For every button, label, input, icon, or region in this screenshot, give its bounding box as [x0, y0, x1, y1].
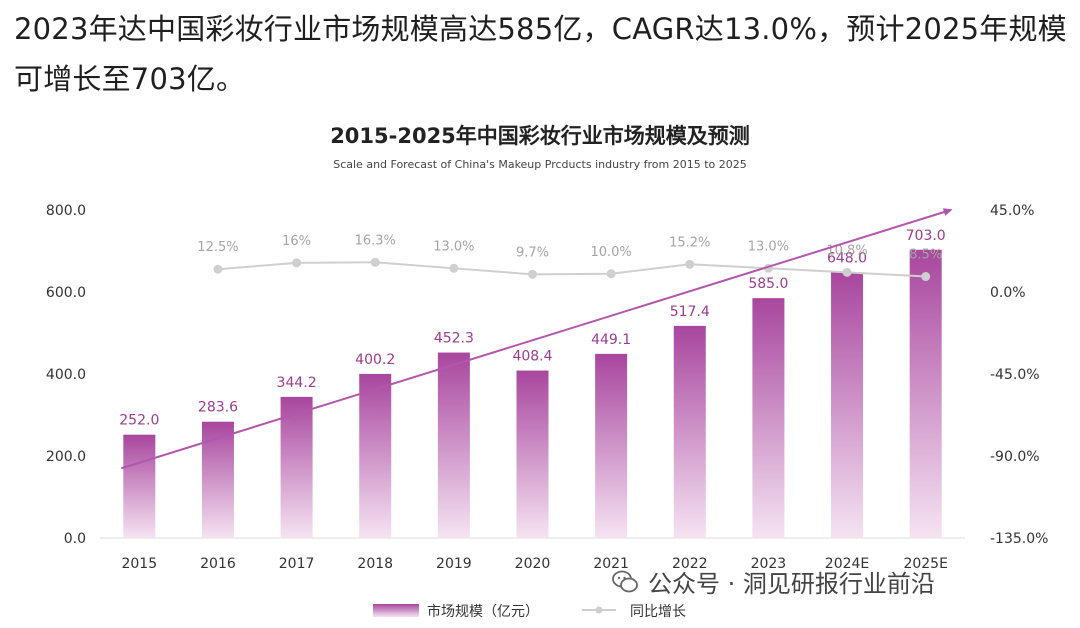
chart-subtitle: Scale and Forecast of China's Makeup Prc… — [333, 158, 747, 171]
left-tick-label: 600.0 — [46, 285, 86, 301]
right-tick-label: 0.0% — [990, 285, 1026, 301]
legend-line-marker — [595, 606, 603, 614]
bar — [831, 272, 864, 538]
growth-point — [370, 257, 380, 267]
left-tick-label: 400.0 — [46, 367, 86, 383]
bar — [516, 370, 549, 538]
growth-value-label: 16% — [282, 234, 311, 249]
left-axis: 0.0 200.0 400.0 600.0 800.0 — [46, 203, 86, 547]
x-tick-label: 2015 — [121, 556, 157, 572]
growth-value-label: 15.2% — [669, 235, 710, 250]
growth-point — [921, 272, 931, 282]
bar — [752, 298, 785, 538]
bar-value-label: 344.2 — [277, 375, 317, 391]
trend-arrow-group — [121, 208, 953, 470]
legend: 市场规模（亿元） 同比增长 — [373, 603, 686, 620]
right-tick-label: -135.0% — [990, 531, 1048, 547]
left-tick-label: 200.0 — [46, 449, 86, 465]
growth-polyline — [217, 261, 926, 278]
bar — [673, 325, 706, 538]
growth-point — [528, 269, 537, 279]
left-tick-label: 0.0 — [64, 531, 86, 547]
growth-value-label: 10.0% — [590, 245, 631, 260]
bar-value-label: 252.0 — [119, 413, 159, 429]
bar-value-label: 517.4 — [670, 304, 710, 320]
x-tick-label: 2016 — [200, 556, 236, 572]
bar-value-label: 648.0 — [827, 250, 867, 266]
growth-value-label: 16.3% — [355, 233, 396, 248]
right-axis: -135.0% -90.0% -45.0% 0.0% 45.0% — [990, 203, 1048, 547]
x-tick-label: 2018 — [357, 556, 393, 572]
chart-title: 2015-2025年中国彩妆行业市场规模及预测 — [330, 124, 750, 148]
bar-value-label: 703.0 — [906, 228, 946, 244]
left-tick-label: 800.0 — [46, 203, 86, 219]
bar — [280, 396, 313, 538]
x-tick-label: 2025E — [903, 556, 947, 572]
bar-value-label: 449.1 — [591, 332, 631, 348]
bar — [123, 434, 156, 538]
x-axis: 2015 2016 2017 2018 2019 2020 2021 2022 2023 2024… — [121, 556, 947, 572]
headline: 2023年达中国彩妆行业市场规模高达585亿，CAGR达13.0%，预计2025… — [14, 12, 1067, 96]
growth-value-label: 13.0% — [748, 239, 789, 254]
x-tick-label: 2021 — [593, 556, 629, 572]
right-tick-label: -45.0% — [990, 367, 1040, 383]
growth-value-label: 12.5% — [197, 240, 238, 255]
growth-value-label: 13.0% — [433, 239, 474, 254]
watermark: 公众号 · 洞见研报行业前沿 — [612, 564, 935, 599]
legend-bar-label: 市场规模（亿元） — [427, 603, 539, 620]
trend-arrow — [121, 208, 953, 470]
right-tick-label: 45.0% — [990, 203, 1034, 219]
bars: 252.0 283.6 344.2 400.2 452.3 408.4 449.1 517.4… — [119, 228, 946, 538]
bar — [595, 353, 628, 538]
x-tick-label: 2017 — [279, 556, 315, 572]
bar — [437, 352, 470, 538]
bar-value-label: 408.4 — [512, 349, 552, 365]
watermark-text: 公众号 · 洞见研报行业前沿 — [648, 570, 935, 598]
legend-bar-swatch — [373, 604, 419, 617]
growth-value-label: 9.7% — [516, 245, 549, 260]
growth-value-label: 10.8% — [826, 243, 867, 258]
growth-point — [213, 264, 223, 274]
growth-line: 12.5% 16% 16.3% 13.0% 9.7% 10.0% 15.2% 13.0% 10.… — [197, 233, 942, 282]
x-tick-label: 2019 — [436, 556, 472, 572]
growth-point — [449, 263, 459, 273]
growth-point — [292, 258, 302, 268]
growth-value-label: 8.5% — [909, 248, 942, 263]
x-tick-label: 2024E — [825, 556, 869, 572]
bar-value-label: 283.6 — [198, 400, 238, 416]
wechat-icon — [612, 570, 638, 592]
bar-value-label: 452.3 — [434, 331, 474, 347]
x-tick-label: 2020 — [515, 556, 551, 572]
legend-line-label: 同比增长 — [630, 604, 686, 620]
growth-point — [606, 269, 616, 279]
bar — [359, 373, 392, 538]
bar-value-label: 400.2 — [355, 352, 395, 368]
growth-point — [842, 267, 852, 277]
bar-value-label: 585.0 — [748, 276, 788, 292]
x-tick-label: 2023 — [751, 556, 787, 572]
right-tick-label: -90.0% — [990, 449, 1040, 465]
bar — [909, 249, 942, 538]
growth-point — [685, 259, 695, 269]
x-tick-label: 2022 — [672, 556, 708, 572]
